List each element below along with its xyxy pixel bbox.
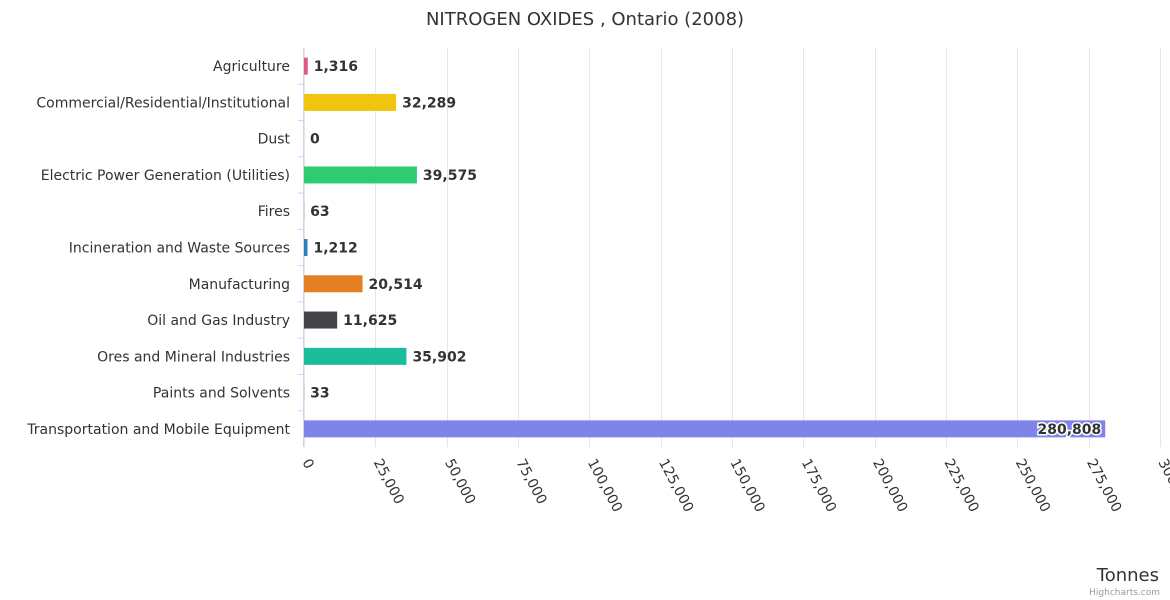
category-label: Oil and Gas Industry: [147, 313, 290, 329]
value-axis-tick-label: 275,000: [1083, 456, 1124, 515]
grid-layer: [298, 48, 1161, 447]
bar[interactable]: [304, 347, 407, 365]
category-label: Commercial/Residential/Institutional: [36, 95, 290, 111]
value-axis-tick-label: 300,000: [1154, 456, 1170, 515]
category-label: Agriculture: [213, 59, 290, 75]
data-label: 35,902: [412, 349, 466, 365]
chart-title: NITROGEN OXIDES , Ontario (2008): [426, 9, 744, 30]
category-label: Dust: [258, 132, 291, 148]
value-axis-tick-label: 0: [298, 456, 316, 471]
credits-link[interactable]: Highcharts.com: [1089, 588, 1160, 598]
value-axis-tick-label: 75,000: [512, 456, 549, 507]
category-label: Fires: [258, 204, 290, 220]
bar[interactable]: [304, 93, 397, 111]
value-axis-tick-label: 175,000: [798, 456, 839, 515]
data-label: 1,212: [313, 241, 357, 257]
category-label: Paints and Solvents: [153, 386, 290, 402]
category-label: Incineration and Waste Sources: [69, 241, 290, 257]
value-axis-title: Tonnes: [1096, 565, 1159, 586]
data-label: 33: [310, 386, 329, 402]
bar[interactable]: [304, 420, 1106, 438]
label-layer: Agriculture 1,316 Commercial/Residential/I…: [26, 59, 1102, 439]
data-label: 39,575: [423, 168, 477, 184]
value-axis-tick-label: 225,000: [940, 456, 981, 515]
value-axis-tick-label: 25,000: [370, 456, 407, 507]
bar[interactable]: [304, 239, 308, 256]
category-label: Manufacturing: [189, 277, 290, 293]
data-label: 11,625: [343, 313, 397, 329]
category-label: Electric Power Generation (Utilities): [41, 168, 290, 184]
value-axis-tick-label: 150,000: [726, 456, 767, 515]
data-label: 1,316: [314, 59, 358, 75]
category-label: Ores and Mineral Industries: [97, 349, 290, 365]
bar[interactable]: [304, 166, 417, 184]
value-axis-tick-label: 50,000: [441, 456, 478, 507]
value-axis-tick-label: 200,000: [869, 456, 910, 515]
tick-layer: 0 25,000 50,000 75,000 100,000 125,000 150,000…: [298, 456, 1170, 515]
data-label: 63: [310, 204, 329, 220]
category-label: Transportation and Mobile Equipment: [26, 422, 290, 438]
bar[interactable]: [304, 57, 308, 75]
data-label: 32,289: [402, 95, 456, 111]
data-label: 20,514: [369, 277, 423, 293]
value-axis-tick-label: 100,000: [584, 456, 625, 515]
bar[interactable]: [304, 275, 363, 293]
value-axis-tick-label: 125,000: [655, 456, 696, 515]
bar-layer: [304, 57, 1106, 438]
data-label: 0: [310, 132, 320, 148]
data-label: 280,808: [1037, 422, 1101, 438]
bar[interactable]: [304, 311, 338, 329]
value-axis-tick-label: 250,000: [1012, 456, 1053, 515]
